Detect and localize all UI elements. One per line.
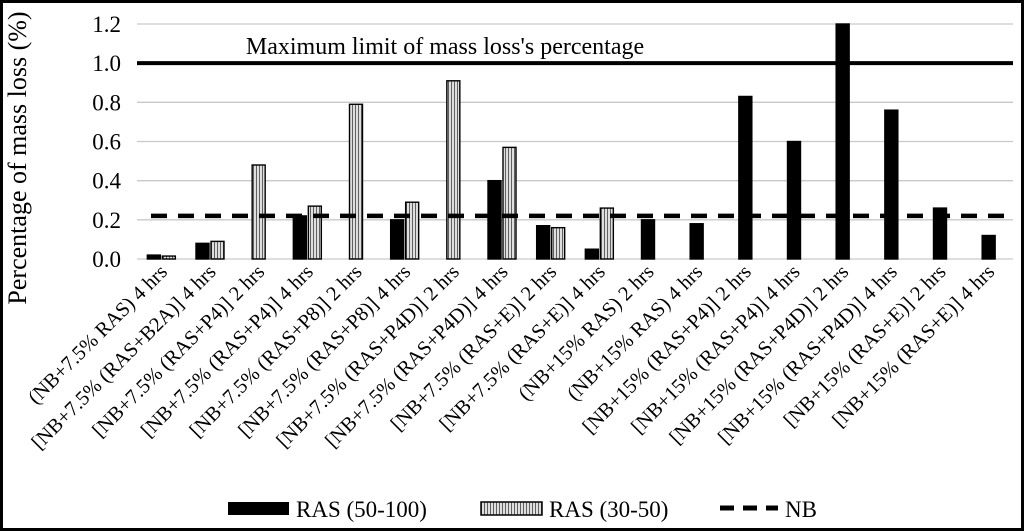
y-tick-label: 1.2 — [92, 12, 121, 37]
bars-group — [146, 23, 996, 260]
x-axis-labels-group: (NB+7.5% RAS) 4 hrs[NB+7.5% (RAS+B2A)] 4… — [24, 261, 999, 454]
bar-ras-50-100 — [932, 207, 948, 260]
y-tick-label: 1.0 — [92, 51, 121, 76]
bar-ras-50-100 — [584, 248, 600, 260]
bar-ras-30-50 — [251, 164, 266, 260]
y-tick-label: 0.4 — [92, 169, 121, 194]
reference-lines-group — [137, 61, 1013, 219]
bar-ras-50-100 — [640, 219, 656, 260]
bar-ras-50-100 — [786, 140, 802, 260]
bar-ras-50-100 — [835, 23, 850, 260]
bar-ras-50-100 — [981, 234, 996, 260]
bar-ras-30-50 — [348, 103, 364, 260]
y-tick-label: 0.6 — [92, 130, 121, 155]
bar-ras-50-100 — [884, 109, 899, 260]
legend-label-ras-30-50: RAS (30-50) — [549, 497, 668, 522]
legend-swatch-ras-50-100 — [228, 502, 289, 515]
bar-ras-50-100 — [146, 254, 162, 260]
bar-ras-50-100 — [389, 219, 405, 260]
y-tick-label: 0.8 — [92, 90, 121, 115]
bar-ras-50-100 — [689, 223, 704, 260]
y-tick-label: 0.0 — [92, 247, 121, 272]
bar-ras-30-50 — [210, 240, 225, 260]
bar-ras-50-100 — [535, 225, 551, 260]
bar-ras-30-50 — [161, 255, 177, 260]
bar-ras-50-100 — [487, 179, 502, 260]
y-axis-title: Percentage of mass loss (%) — [3, 11, 32, 304]
bar-ras-30-50 — [502, 146, 517, 260]
bar-ras-30-50 — [599, 207, 615, 260]
y-tick-labels-group: 0.0 0.2 0.4 0.6 0.8 1.0 1.2 — [92, 12, 121, 272]
legend-label-ras-50-100: RAS (50-100) — [296, 497, 427, 522]
bar-ras-50-100 — [738, 95, 753, 260]
legend-label-nb: NB — [785, 497, 817, 522]
bar-ras-30-50 — [307, 205, 323, 260]
bar-ras-50-100 — [292, 215, 308, 260]
bar-ras-30-50 — [404, 201, 420, 260]
legend-swatch-ras-30-50 — [480, 501, 543, 516]
bar-ras-30-50 — [550, 226, 566, 260]
legend: RAS (50-100) RAS (30-50) NB — [228, 497, 817, 522]
max-limit-annotation: Maximum limit of mass loss's percentage — [246, 34, 644, 60]
y-tick-label: 0.2 — [92, 208, 121, 233]
bar-ras-30-50 — [446, 80, 461, 260]
bar-ras-50-100 — [195, 242, 210, 260]
